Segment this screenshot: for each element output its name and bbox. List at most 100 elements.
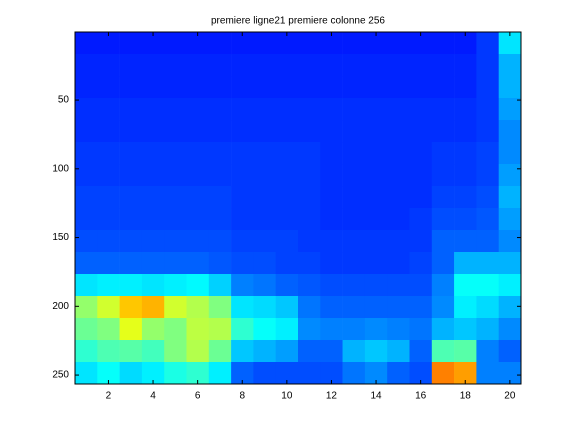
heatmap-cell: [208, 230, 232, 253]
heatmap-cell: [320, 362, 343, 385]
x-tick-label: 18: [460, 391, 472, 402]
heatmap-cell: [275, 120, 299, 143]
heatmap-cell: [141, 208, 165, 231]
heatmap-cell: [342, 120, 366, 143]
heatmap-cell: [387, 230, 410, 253]
heatmap-cell: [208, 54, 232, 77]
heatmap-cell: [364, 54, 388, 77]
heatmap-cell: [498, 120, 522, 143]
y-tick-label: 100: [52, 163, 69, 174]
heatmap-cell: [454, 208, 477, 231]
heatmap-cell: [342, 274, 366, 297]
heatmap-cell: [320, 318, 343, 341]
heatmap-cell: [75, 98, 98, 121]
heatmap-cell: [498, 98, 522, 121]
heatmap-cell: [186, 120, 210, 143]
heatmap-cell: [119, 230, 143, 253]
heatmap-cell: [320, 120, 343, 143]
heatmap-cell: [387, 208, 410, 231]
heatmap-cell: [231, 76, 254, 99]
y-tick-label: 50: [58, 95, 70, 106]
heatmap-cell: [231, 362, 254, 385]
heatmap-cell: [409, 362, 433, 385]
heatmap-cell: [409, 186, 433, 209]
heatmap-cell: [298, 230, 321, 253]
heatmap-cell: [476, 296, 499, 319]
heatmap-cell: [208, 164, 232, 187]
heatmap-cell: [208, 76, 232, 99]
heatmap-cell: [208, 32, 232, 55]
heatmap-cell: [387, 98, 410, 121]
heatmap-cell: [342, 208, 366, 231]
heatmap-cell: [320, 98, 343, 121]
heatmap-cell: [342, 318, 366, 341]
heatmap-cell: [476, 208, 499, 231]
heatmap-cell: [431, 186, 455, 209]
heatmap-cell: [97, 76, 120, 99]
heatmap-cell: [119, 208, 143, 231]
heatmap-cell: [431, 76, 455, 99]
heatmap-cell: [320, 340, 343, 363]
heatmap-cell: [364, 318, 388, 341]
heatmap-cell: [431, 230, 455, 253]
heatmap-cell: [164, 252, 187, 275]
heatmap-cell: [231, 340, 254, 363]
heatmap-cell: [387, 54, 410, 77]
heatmap-cell: [409, 164, 433, 187]
heatmap-cell: [97, 208, 120, 231]
heatmap-cell: [454, 142, 477, 165]
heatmap-cell: [75, 208, 98, 231]
heatmap-cell: [454, 318, 477, 341]
heatmap-cell: [253, 54, 276, 77]
heatmap-cell: [387, 318, 410, 341]
heatmap-cell: [119, 76, 143, 99]
x-tick-label: 2: [106, 391, 112, 402]
heatmap-cell: [231, 230, 254, 253]
x-tick-label: 6: [195, 391, 201, 402]
heatmap-cell: [186, 32, 210, 55]
heatmap-cell: [320, 274, 343, 297]
heatmap-cell: [141, 230, 165, 253]
heatmap-cell: [275, 296, 299, 319]
heatmap-cell: [75, 186, 98, 209]
heatmap-cell: [97, 362, 120, 385]
heatmap-cell: [164, 274, 187, 297]
heatmap-cell: [498, 32, 522, 55]
heatmap-cell: [476, 76, 499, 99]
heatmap-cell: [298, 54, 321, 77]
heatmap-cell: [208, 120, 232, 143]
heatmap-cell: [320, 252, 343, 275]
heatmap-cell: [186, 208, 210, 231]
heatmap-cell: [186, 164, 210, 187]
heatmap-cell: [253, 120, 276, 143]
heatmap-cell: [498, 54, 522, 77]
heatmap-cell: [186, 274, 210, 297]
heatmap-cell: [298, 186, 321, 209]
heatmap-cell: [119, 274, 143, 297]
heatmap-cell: [253, 32, 276, 55]
heatmap-cell: [454, 76, 477, 99]
heatmap-cell: [97, 164, 120, 187]
heatmap-cell: [141, 98, 165, 121]
heatmap-cell: [275, 362, 299, 385]
heatmap-cell: [253, 318, 276, 341]
heatmap-cell: [298, 208, 321, 231]
heatmap-cell: [409, 76, 433, 99]
heatmap-cell: [454, 230, 477, 253]
heatmap-cell: [364, 340, 388, 363]
heatmap-cell: [342, 32, 366, 55]
heatmap-cell: [364, 142, 388, 165]
heatmap-cell: [431, 32, 455, 55]
heatmap-cell: [119, 32, 143, 55]
heatmap-cell: [164, 164, 187, 187]
heatmap-cell: [431, 120, 455, 143]
heatmap-cell: [409, 32, 433, 55]
heatmap-cell: [119, 318, 143, 341]
heatmap-cell: [298, 318, 321, 341]
heatmap-cell: [342, 54, 366, 77]
y-tick-label: 150: [52, 232, 69, 243]
heatmap-cell: [275, 186, 299, 209]
heatmap-cell: [320, 54, 343, 77]
heatmap-cell: [498, 164, 522, 187]
